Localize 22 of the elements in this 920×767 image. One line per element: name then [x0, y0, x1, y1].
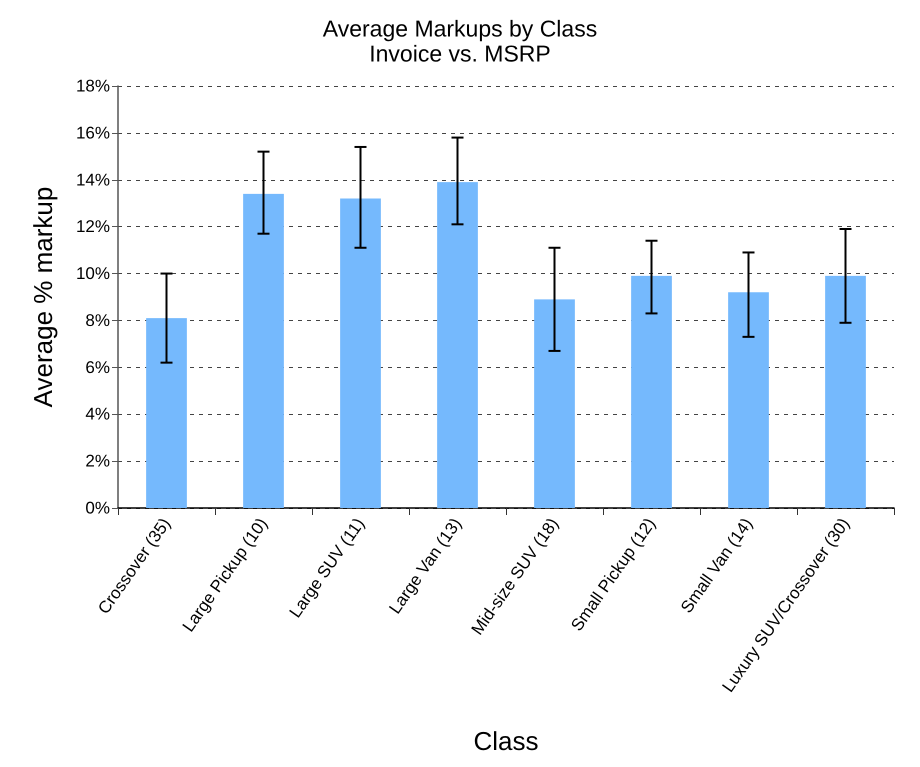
y-tick-label: 10%: [76, 264, 110, 284]
y-tick-label: 2%: [85, 452, 110, 471]
bar: [243, 194, 284, 508]
bar: [534, 299, 575, 508]
chart-title: Average Markups by Class: [322, 16, 598, 42]
y-tick-label: 8%: [85, 310, 110, 330]
y-tick-label: 4%: [85, 404, 110, 424]
y-tick-label: 6%: [85, 358, 110, 377]
y-tick-label: 0%: [85, 498, 110, 518]
bar: [146, 318, 187, 508]
bar: [631, 276, 672, 508]
bar: [825, 276, 866, 508]
bar: [437, 182, 478, 508]
y-tick-label: 14%: [76, 170, 110, 190]
y-tick-label: 12%: [76, 217, 110, 236]
x-axis-title: Class: [473, 726, 539, 756]
y-tick-label: 16%: [76, 123, 110, 142]
y-tick-label: 18%: [76, 76, 110, 96]
chart-subtitle: Invoice vs. MSRP: [369, 40, 551, 66]
bar: [728, 292, 769, 508]
bar: [340, 198, 381, 508]
y-axis-title: Average % markup: [28, 186, 58, 408]
